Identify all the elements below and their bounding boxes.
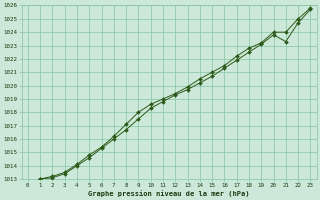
X-axis label: Graphe pression niveau de la mer (hPa): Graphe pression niveau de la mer (hPa) (88, 190, 250, 197)
